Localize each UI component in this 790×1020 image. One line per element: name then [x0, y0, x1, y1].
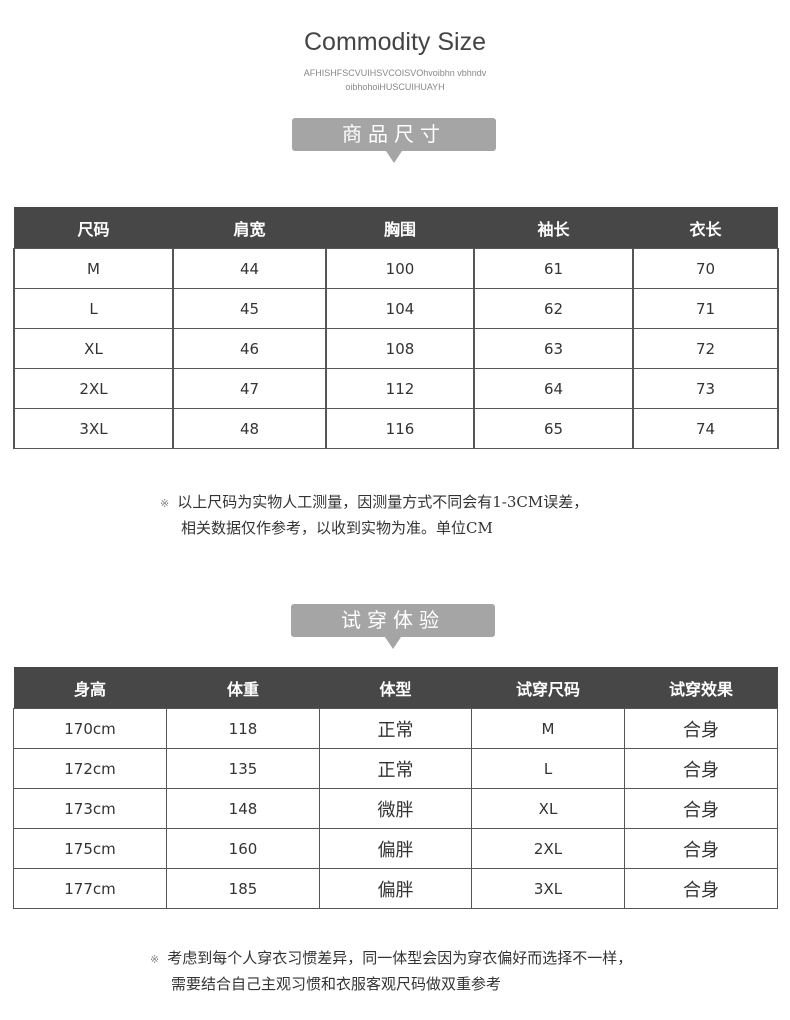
fit-column-header: 体重 [166, 667, 320, 709]
fit-note-line-1: 考虑到每个人穿衣习惯差异，同一体型会因为穿衣偏好而选择不一样， [167, 949, 633, 967]
size-table-cell: 45 [172, 288, 327, 329]
size-column-header: 衣长 [633, 207, 778, 249]
size-table-row: L 45 104 62 71 [13, 288, 779, 329]
fit-table-row: 173cm 148 微胖 XL 合身 [13, 788, 778, 829]
fit-table-cell: 偏胖 [319, 828, 472, 869]
fit-table-cell: 偏胖 [319, 868, 472, 909]
size-column-header: 袖长 [474, 207, 633, 249]
size-table-cell: 73 [632, 368, 779, 409]
subtitle-line-1: AFHISHFSCVUIHSVCOISVOhvoibhn vbhndv [303, 68, 487, 78]
size-badge-label: 商品尺寸 [342, 122, 446, 146]
fit-column-header: 试穿效果 [624, 667, 778, 709]
size-table-cell: 64 [473, 368, 634, 409]
size-table-cell: L [13, 288, 174, 329]
size-table-cell: 71 [632, 288, 779, 329]
pointer-triangle-icon [386, 151, 402, 163]
fit-table-row: 175cm 160 偏胖 2XL 合身 [13, 828, 778, 869]
fit-table-cell: 正常 [319, 748, 472, 789]
size-table-cell: 48 [172, 408, 327, 449]
fit-table-header: 身高 体重 体型 试穿尺码 试穿效果 [13, 667, 778, 709]
fit-column-header: 身高 [13, 667, 167, 709]
size-table-cell: 112 [325, 368, 475, 409]
size-table-cell: 61 [473, 248, 634, 289]
note-mark-icon: ※ [160, 497, 170, 510]
fit-section-badge: 试穿体验 [291, 604, 495, 649]
size-column-header: 肩宽 [173, 207, 326, 249]
size-table-cell: 65 [473, 408, 634, 449]
size-table-cell: 74 [632, 408, 779, 449]
size-table-cell: 72 [632, 328, 779, 369]
size-table-cell: 100 [325, 248, 475, 289]
fit-table-cell: 175cm [13, 828, 167, 869]
size-table-cell: XL [13, 328, 174, 369]
fit-table-cell: 合身 [624, 788, 778, 829]
fit-table-cell: 合身 [624, 868, 778, 909]
size-table-cell: 3XL [13, 408, 174, 449]
fit-table-cell: 148 [166, 788, 320, 829]
fit-table: 身高 体重 体型 试穿尺码 试穿效果 170cm 118 正常 M 合身 172cm 135 正常 L 合… [13, 667, 778, 909]
fit-column-header: 试穿尺码 [471, 667, 625, 709]
fit-note-line-2: 需要结合自己主观习惯和衣服客观尺码做双重参考 [171, 975, 502, 993]
size-table-cell: 47 [172, 368, 327, 409]
fit-table-cell: 160 [166, 828, 320, 869]
fit-table-cell: 正常 [319, 708, 472, 749]
fit-table-cell: 118 [166, 708, 320, 749]
fit-badge-label: 试穿体验 [341, 608, 445, 632]
subtitle-line-2: oibhohoiHUSCUIHUAYH [345, 82, 445, 92]
size-table-cell: 46 [172, 328, 327, 369]
pointer-triangle-icon [385, 637, 401, 649]
size-column-header: 胸围 [326, 207, 474, 249]
fit-table-row: 177cm 185 偏胖 3XL 合身 [13, 868, 778, 909]
size-note: ※ 以上尺码为实物人工测量，因测量方式不同会有1-3CM误差， 相关数据仅作参考，… [160, 490, 588, 541]
size-table-cell: M [13, 248, 174, 289]
fit-note: ※ 考虑到每个人穿衣习惯差异，同一体型会因为穿衣偏好而选择不一样， 需要结合自己主… [150, 946, 632, 997]
size-column-header: 尺码 [14, 207, 173, 249]
page-title: Commodity Size [304, 28, 486, 56]
size-table-header: 尺码 肩宽 胸围 袖长 衣长 [14, 207, 778, 249]
note-mark-icon: ※ [150, 953, 160, 966]
size-note-line-1: 以上尺码为实物人工测量，因测量方式不同会有1-3CM误差， [177, 493, 589, 511]
fit-table-cell: 合身 [624, 708, 778, 749]
size-table-cell: 70 [632, 248, 779, 289]
fit-table-cell: 2XL [471, 828, 625, 869]
fit-table-cell: 合身 [624, 828, 778, 869]
size-table-cell: 62 [473, 288, 634, 329]
fit-table-cell: L [471, 748, 625, 789]
fit-table-cell: 177cm [13, 868, 167, 909]
size-table-cell: 104 [325, 288, 475, 329]
fit-table-cell: M [471, 708, 625, 749]
fit-table-cell: 微胖 [319, 788, 472, 829]
size-table-cell: 116 [325, 408, 475, 449]
size-table-cell: 63 [473, 328, 634, 369]
size-table-row: XL 46 108 63 72 [13, 328, 779, 369]
size-table-cell: 2XL [13, 368, 174, 409]
size-table: 尺码 肩宽 胸围 袖长 衣长 M 44 100 61 70 L 45 104 62 71 XL 46 108 63… [13, 207, 779, 449]
fit-table-cell: 185 [166, 868, 320, 909]
fit-table-cell: 170cm [13, 708, 167, 749]
fit-column-header: 体型 [319, 667, 472, 709]
size-section-badge: 商品尺寸 [292, 118, 496, 163]
size-table-cell: 108 [325, 328, 475, 369]
fit-table-row: 170cm 118 正常 M 合身 [13, 708, 778, 749]
fit-table-cell: 172cm [13, 748, 167, 789]
fit-table-row: 172cm 135 正常 L 合身 [13, 748, 778, 789]
fit-table-cell: 173cm [13, 788, 167, 829]
size-table-row: M 44 100 61 70 [13, 248, 779, 289]
fit-table-cell: 135 [166, 748, 320, 789]
fit-table-cell: 3XL [471, 868, 625, 909]
size-note-line-2: 相关数据仅作参考，以收到实物为准。单位CM [181, 519, 493, 537]
size-table-row: 2XL 47 112 64 73 [13, 368, 779, 409]
size-table-row: 3XL 48 116 65 74 [13, 408, 779, 449]
fit-table-cell: XL [471, 788, 625, 829]
size-table-cell: 44 [172, 248, 327, 289]
fit-table-cell: 合身 [624, 748, 778, 789]
